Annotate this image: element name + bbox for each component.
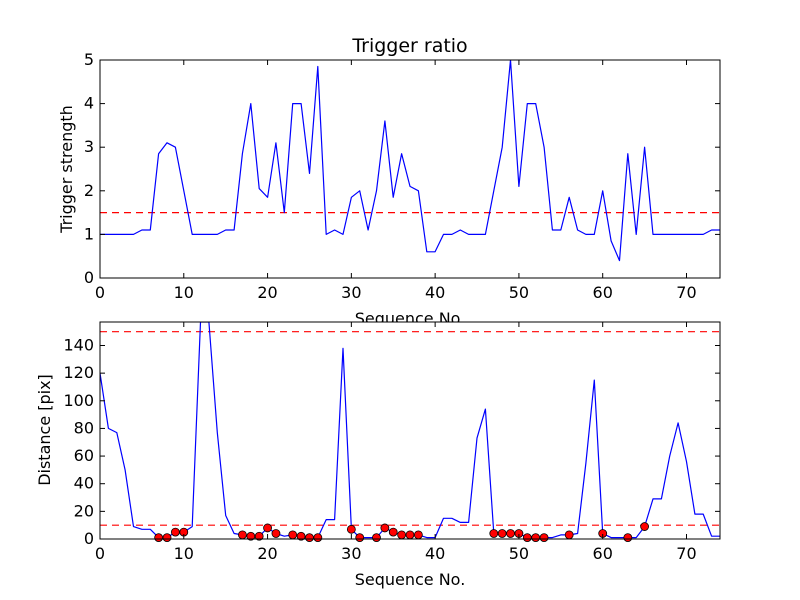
distance-y-tick-label: 0 <box>84 529 94 548</box>
trigger-y-axis-label: Trigger strength <box>57 105 76 234</box>
trigger-plot-frame <box>99 59 721 279</box>
trigger-x-tick-label: 70 <box>676 283 696 302</box>
distance-x-tick-label: 50 <box>509 544 529 563</box>
trigger-x-tick-label: 20 <box>257 283 277 302</box>
distance-y-tick-label: 80 <box>74 418 94 437</box>
distance-marker-point <box>413 530 423 540</box>
distance-marker-point <box>171 527 180 537</box>
distance-marker-point <box>640 522 649 531</box>
distance-x-tick-label: 70 <box>676 544 696 563</box>
distance-x-tick-label: 60 <box>593 544 613 563</box>
trigger-x-tick-label: 40 <box>425 283 445 302</box>
trigger-series-line-0 <box>100 60 720 262</box>
distance-x-tick-label: 30 <box>341 544 361 563</box>
distance-marker-point <box>296 531 306 541</box>
distance-marker-point <box>564 530 574 540</box>
distance-marker-point <box>305 533 314 543</box>
trigger-y-tick-label: 5 <box>84 50 94 69</box>
trigger-chart-title: Trigger ratio <box>351 35 467 57</box>
distance-x-tick-label: 40 <box>425 544 445 563</box>
distance-x-tick-label: 0 <box>95 544 105 563</box>
distance-y-tick-label: 120 <box>63 363 94 382</box>
trigger-y-tick-label: 2 <box>84 181 94 200</box>
trigger-y-tick-label: 3 <box>84 137 94 156</box>
distance-y-tick-label: 140 <box>63 335 94 354</box>
distance-marker-point <box>355 533 365 543</box>
trigger-x-tick-label: 60 <box>593 283 613 302</box>
distance-marker-point <box>313 533 323 543</box>
distance-marker-point <box>388 527 398 537</box>
distance-marker-point <box>254 531 264 541</box>
distance-marker-point <box>372 533 381 543</box>
distance-y-tick-label: 20 <box>74 501 94 520</box>
distance-marker-point <box>346 524 356 534</box>
distance-marker-point <box>154 533 164 543</box>
distance-marker-point <box>522 533 532 543</box>
distance-chart: 0 10 20 30 40 50 60 70 0 20 40 60 80 100 120 140 Sequen… <box>35 321 721 589</box>
trigger-x-tick-label: 10 <box>174 283 194 302</box>
distance-marker-point <box>162 533 172 543</box>
trigger-y-tick-label: 4 <box>84 94 94 113</box>
distance-marker-point <box>623 533 633 543</box>
distance-x-tick-label: 10 <box>174 544 194 563</box>
trigger-y-tick-label: 1 <box>84 224 94 243</box>
trigger-x-tick-label: 0 <box>95 283 105 302</box>
distance-marker-point <box>238 530 247 540</box>
distance-marker-point <box>506 529 515 538</box>
distance-plot-area <box>100 322 720 539</box>
distance-marker-point <box>397 530 407 540</box>
trigger-y-tick-label: 0 <box>84 268 94 287</box>
distance-x-tick-label: 20 <box>257 544 277 563</box>
distance-marker-point <box>288 530 298 540</box>
trigger-plot-area <box>100 60 720 278</box>
distance-marker-point <box>263 523 272 533</box>
distance-marker-point <box>405 530 415 540</box>
distance-marker-point <box>497 529 507 538</box>
distance-x-axis-label: Sequence No. <box>355 570 466 589</box>
distance-y-tick-label: 40 <box>74 474 94 493</box>
distance-y-axis-label: Distance [pix] <box>35 374 54 486</box>
trigger-x-tick-label: 30 <box>341 283 361 302</box>
distance-y-tick-label: 100 <box>63 391 94 410</box>
distance-marker-point <box>531 533 541 543</box>
distance-plot-frame <box>99 321 721 540</box>
distance-marker-point <box>489 529 499 538</box>
distance-marker-point <box>271 529 281 538</box>
trigger-x-tick-label: 50 <box>509 283 529 302</box>
distance-y-tick-label: 60 <box>74 446 94 465</box>
distance-marker-point <box>380 523 390 533</box>
distance-marker-point <box>539 533 549 543</box>
